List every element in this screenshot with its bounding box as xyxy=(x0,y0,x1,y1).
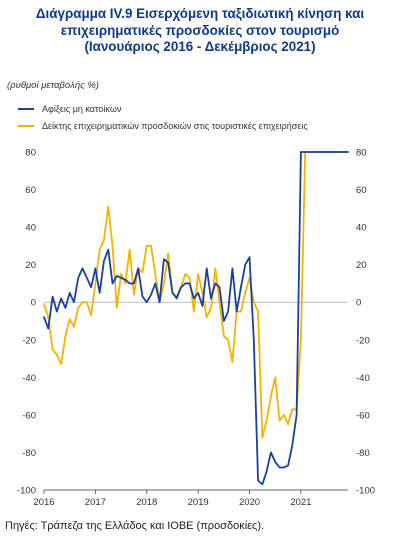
y-tick-label-left: 60 xyxy=(25,185,36,196)
legend-label-arrivals: Αφίξεις μη κατοίκων xyxy=(42,103,122,114)
x-tick-label: 2016 xyxy=(33,497,54,508)
y-tick-label-right: -100 xyxy=(356,486,375,497)
source-note: Πηγές: Τράπεζα της Ελλάδος και ΙΟΒΕ (προ… xyxy=(5,520,265,532)
y-tick-label-left: 0 xyxy=(31,298,36,309)
x-tick-label: 2020 xyxy=(239,497,260,508)
chart-title: Διάγραμμα IV.9 Εισερχόμενη ταξιδιωτική κ… xyxy=(0,6,400,56)
title-line-3: (Ιανουάριος 2016 - Δεκέμβριος 2021) xyxy=(84,39,316,54)
title-line-2: επιχειρηματικές προσδοκίες στον τουρισμό xyxy=(60,22,340,38)
y-tick-label-left: -60 xyxy=(22,410,36,421)
legend-swatch-arrivals xyxy=(18,107,34,110)
series-line-arrivals xyxy=(43,151,349,486)
x-tick-label: 2018 xyxy=(136,497,157,508)
x-tick-label: 2017 xyxy=(85,497,106,508)
y-tick-label-left: 40 xyxy=(25,223,36,234)
legend-label-expectations: Δείκτης επιχειρηματικών προσδοκιών στις … xyxy=(42,120,308,131)
x-tick-label: 2019 xyxy=(188,497,209,508)
y-tick-label-left: -20 xyxy=(22,335,36,346)
legend: Αφίξεις μη κατοίκων Δείκτης επιχειρηματι… xyxy=(18,100,308,134)
y-tick-label-left: -100 xyxy=(17,486,36,497)
y-tick-label-right: 0 xyxy=(356,298,361,309)
x-tick-label: 2021 xyxy=(290,497,311,508)
y-tick-label-right: 60 xyxy=(356,185,367,196)
y-tick-label-right: -60 xyxy=(356,410,370,421)
y-tick-label-right: -20 xyxy=(356,335,370,346)
y-tick-label-left: -80 xyxy=(22,448,36,459)
title-line-1: Διάγραμμα IV.9 Εισερχόμενη ταξιδιωτική κ… xyxy=(35,6,365,21)
y-tick-label-left: 20 xyxy=(25,260,36,271)
y-tick-label-right: -40 xyxy=(356,373,370,384)
legend-item-arrivals: Αφίξεις μη κατοίκων xyxy=(18,100,308,117)
legend-swatch-expectations xyxy=(18,124,34,127)
y-tick-label-right: 20 xyxy=(356,260,367,271)
y-tick-label-right: -80 xyxy=(356,448,370,459)
legend-item-expectations: Δείκτης επιχειρηματικών προσδοκιών στις … xyxy=(18,117,308,134)
y-tick-label-right: 80 xyxy=(356,148,367,159)
y-tick-label-left: -40 xyxy=(22,373,36,384)
unit-label: (ρυθμοί μεταβολής %) xyxy=(7,80,99,91)
y-tick-label-left: 80 xyxy=(25,148,36,159)
y-tick-label-right: 40 xyxy=(356,223,367,234)
